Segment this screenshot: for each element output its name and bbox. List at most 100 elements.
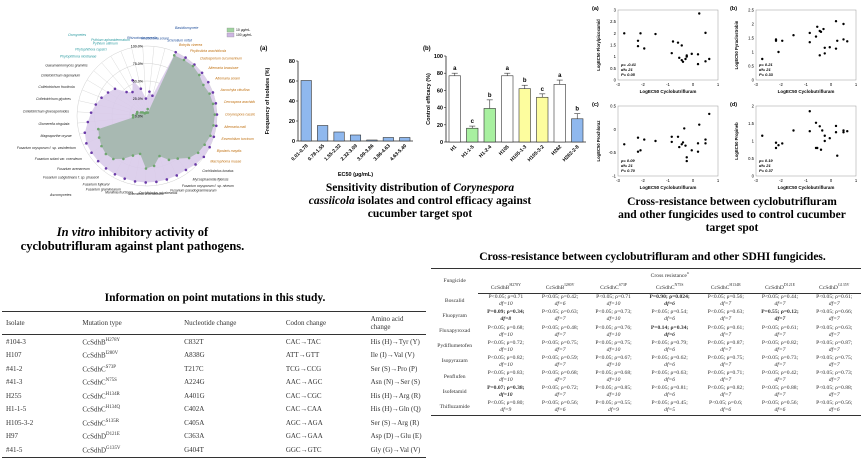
mutation-gene: CcSdhB xyxy=(82,337,106,346)
cell-df: df=10 xyxy=(606,331,621,338)
data-point xyxy=(781,142,784,145)
column-mutation: N75S xyxy=(674,282,684,287)
data-point xyxy=(636,39,640,42)
cell-df: df=10 xyxy=(606,301,621,308)
cell-stat: P<0.05; ρ=0.72; xyxy=(541,385,579,392)
cell-stat: P<0.05; ρ=0.87; xyxy=(816,339,853,346)
cross-resistance-cell: P<0.05; ρ=0.48; df=7 xyxy=(533,324,586,339)
radar-caption-text: inhibitory activity of cyclobutrifluram … xyxy=(20,225,245,254)
cell-gene: CcSdhCN75S xyxy=(78,376,180,390)
x-tick-label: -1 xyxy=(666,178,670,183)
header-cross-resistance: Cross resistancea xyxy=(478,267,861,281)
y-tick-label: 1 xyxy=(752,139,755,144)
cell-gene: CcSdhDG135V xyxy=(78,443,181,458)
cell-df: df=7 xyxy=(720,392,732,399)
radar-tick-label: 100.0% xyxy=(131,45,144,49)
significance-letter: c xyxy=(541,87,545,93)
radar-point xyxy=(191,64,195,68)
mutation-table-row: #104-3 CcSdhBH278Y C832T CAC→TAC His (H)→Tyr… xyxy=(2,335,426,349)
cell-stat: P<0.05; ρ=0.68; xyxy=(487,324,524,331)
cross-resistance-cell: P<0.05; ρ=0.80; df=9 xyxy=(478,399,534,416)
significance-letter: b xyxy=(488,93,492,99)
stat-label: P= 0.33 xyxy=(759,72,774,77)
radar-category-label: Fusarium subglutinans f. sp. phaseoli xyxy=(43,175,99,179)
panel-label: (b) xyxy=(730,6,737,12)
cell-stat: P<0.05; ρ=0.6; xyxy=(708,400,743,407)
data-point xyxy=(680,58,683,62)
legend-swatch xyxy=(226,27,235,33)
mutation-table-header: Isolate Mutation type Nucleotide change … xyxy=(2,311,426,335)
stat-label: df= 21 xyxy=(621,163,633,168)
radar-category-label: Phyllosticta arachidicola xyxy=(190,49,226,53)
cross-resistance-cell: P<0.05; ρ=0.87; df=7 xyxy=(699,339,752,354)
radar-point xyxy=(212,124,215,127)
cross-resistance-cell: P<0.05; ρ=0.72; df=7 xyxy=(533,385,586,400)
cell-df: df=10 xyxy=(606,346,621,353)
data-point xyxy=(822,27,825,31)
radar-area-10 xyxy=(98,55,215,169)
data-point xyxy=(704,60,707,63)
cross-resistance-cell: P<0.05; ρ=0.61; df=7 xyxy=(699,324,752,339)
cell-stat: P<0.05; ρ=0.44; xyxy=(761,294,799,301)
radar-point xyxy=(135,110,139,114)
stat-label: ρ= 0.21 xyxy=(758,62,773,67)
radar-category-label: Sclerotinia sclerotiorum xyxy=(128,192,163,196)
cross-resistance-cell: P<0.05; ρ=0.81; df=6 xyxy=(640,385,699,400)
bar xyxy=(300,80,312,142)
y-tick-label: 1.5 xyxy=(748,121,754,126)
mutation-gene: CcSdhC xyxy=(82,405,106,414)
cell-df: df=7 xyxy=(720,346,732,353)
radar-category-label: Colletotrichum fructicola xyxy=(38,85,74,89)
cell-df: df=7 xyxy=(554,377,566,384)
y-axis-label: Control efficacy (%) xyxy=(426,73,432,125)
y-tick-label: 0 xyxy=(292,139,295,145)
data-point xyxy=(781,39,784,42)
y-tick-label: 0.5 xyxy=(610,66,616,71)
radar-chart: 0.0% 25.0% 50.0% 75.0% 100.0% Rhizoctonia sol… xyxy=(17,26,255,197)
cross-resistance-cell: P<0.05; ρ=0.79; df=6 xyxy=(640,339,699,354)
radar-point xyxy=(104,167,108,170)
radar-category-label: Fusarium solani var. coeruleum xyxy=(35,157,82,161)
radar-point xyxy=(167,158,171,162)
cross-resistance-cell: P=0.14; ρ=0.34; df=6 xyxy=(640,324,699,339)
cell-stat: P=0.90; ρ=0.024; xyxy=(649,294,690,301)
data-point xyxy=(823,134,826,137)
radar-point xyxy=(141,111,145,114)
cross-resistance-cell: P<0.05; ρ=0.6; df=6 xyxy=(699,399,753,416)
mutation-table-title: Information on point mutations in this s… xyxy=(104,292,326,304)
data-point xyxy=(818,54,821,57)
cell-nuc: C832T xyxy=(184,337,204,346)
mutation-table-row: #41-3 CcSdhCN75S A224G AAC→AGC Asn (N)→Ser (… xyxy=(2,376,426,390)
data-point xyxy=(774,141,778,144)
mutation-site: H134R xyxy=(105,391,120,397)
cell-gene: CcSdhDD121E xyxy=(78,430,180,444)
cell-stat: P<0.05; ρ=0.88; xyxy=(761,385,799,392)
y-tick-label: 0 xyxy=(752,78,755,83)
radar-point xyxy=(138,152,142,156)
sdhi-table-row: Isopyrazam P<0.05; ρ=0.82; df=10 P<0.05; ρ=… xyxy=(431,354,861,369)
column-gene: CcSdhC xyxy=(710,284,730,291)
radar-point xyxy=(200,71,204,75)
cell-nuc: A224G xyxy=(184,378,205,387)
radar-point xyxy=(158,154,161,158)
cell-df: df=6 xyxy=(554,407,566,414)
x-axis-label: LogEC50 Cyclobutrifluram xyxy=(640,185,697,190)
cell-codon: GAC→GAA xyxy=(285,432,323,441)
cell-aa: Ser (S)→Arg (R) xyxy=(370,418,420,427)
x-axis-label: LogEC50 Cyclobutrifluram xyxy=(778,89,835,94)
radar-category-label: Cochliobolus lunatus xyxy=(202,169,234,173)
control-efficacy-bar-chart: (b) 0 20 40 60 80 100 a H1 c H1-1-5 b H1-2-4 a H105 b H1… xyxy=(423,46,586,163)
radar-category-label: Alternaria brassicae xyxy=(207,66,238,70)
y-tick-label: 1.5 xyxy=(610,43,616,48)
y-tick-label: 2.5 xyxy=(748,8,754,13)
cell-stat: P<0.05; ρ=0.61; xyxy=(707,324,744,331)
radar-category-label: Exserohilum turcicum xyxy=(221,137,254,141)
radar-point xyxy=(151,94,154,98)
cell-stat: P<0.05; ρ=0.56; xyxy=(761,400,799,407)
column-header: CcSdhBI280V xyxy=(533,280,587,294)
cell-df: df=6 xyxy=(664,361,676,368)
mutation-table-row: H1-1-5 CcSdhCH134Q C402A CAC→CAA His (H)→Gln… xyxy=(2,403,426,417)
data-point xyxy=(814,121,818,124)
mutation-gene: CcSdhC xyxy=(82,378,106,387)
radar-category-label: Fusarium avenaceum xyxy=(57,167,90,171)
